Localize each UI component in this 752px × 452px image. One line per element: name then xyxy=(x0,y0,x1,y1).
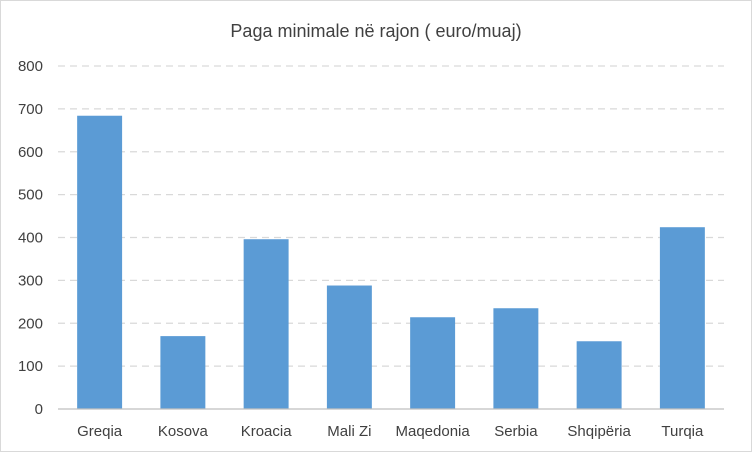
x-category-label: Maqedonia xyxy=(396,423,471,440)
y-tick-label: 300 xyxy=(18,272,43,289)
x-category-label: Turqia xyxy=(661,423,704,440)
x-category-label: Kosova xyxy=(158,423,209,440)
bar-turqia xyxy=(659,227,705,409)
x-category-label: Greqia xyxy=(77,423,123,440)
y-tick-label: 600 xyxy=(18,144,43,161)
x-axis-category-labels: Greqia Kosova Kroacia Mali Zi Maqedonia Serbi… xyxy=(77,423,704,440)
bar-kosova xyxy=(160,336,206,409)
bar-kroacia xyxy=(243,239,289,409)
x-category-label: Mali Zi xyxy=(327,423,371,440)
bars xyxy=(77,115,705,410)
y-tick-label: 100 xyxy=(18,358,43,375)
y-tick-label: 200 xyxy=(18,315,43,332)
bar-greqia xyxy=(77,115,123,410)
bar-serbia xyxy=(493,308,539,409)
y-tick-label: 400 xyxy=(18,230,43,247)
chart-title: Paga minimale në rajon ( euro/muaj) xyxy=(230,21,521,41)
y-tick-label: 0 xyxy=(35,401,43,418)
x-category-label: Shqipëria xyxy=(567,423,631,440)
x-category-label: Kroacia xyxy=(241,423,293,440)
y-axis-tick-labels: 0 100 200 300 400 500 600 700 800 xyxy=(18,58,43,418)
gridlines xyxy=(58,65,724,367)
bar-mali-zi xyxy=(326,285,372,409)
bar-shqipëria xyxy=(576,341,622,409)
bar-maqedonia xyxy=(410,317,456,409)
x-category-label: Serbia xyxy=(494,423,538,440)
y-tick-label: 800 xyxy=(18,58,43,75)
y-tick-label: 500 xyxy=(18,187,43,204)
y-tick-label: 700 xyxy=(18,101,43,118)
